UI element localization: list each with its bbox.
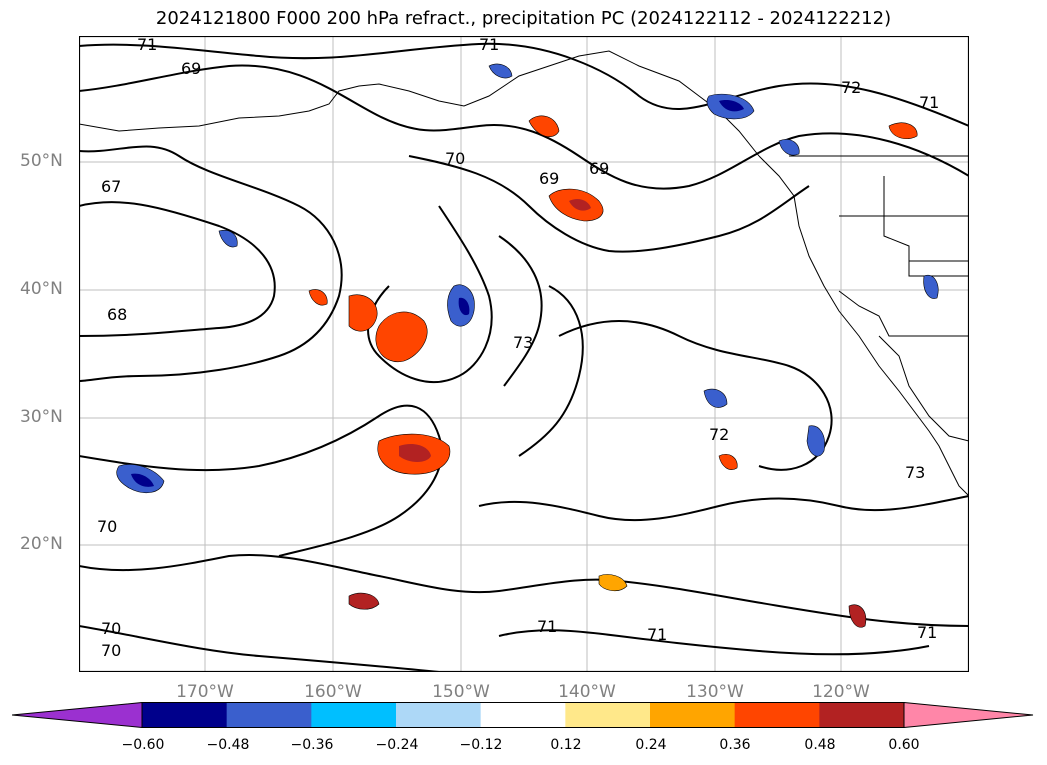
colorbar-segment [819,702,905,728]
map-title: 2024121800 F000 200 hPa refract., precip… [155,8,892,29]
lat-label-50n: 50°N [20,151,63,171]
lat-label-30n: 30°N [20,407,63,427]
lon-label-160w: 160°W [304,682,362,702]
colorbar-segment [650,702,736,728]
contour-label: 71 [919,93,939,112]
colorbar-segment [142,702,228,728]
colorbar-tick: 0.60 [888,737,920,753]
contour-label: 73 [513,333,533,352]
colorbar-tick: 0.24 [635,737,667,753]
contour-label: 70 [101,641,121,660]
colorbar-segment [311,702,397,728]
contour-label: 72 [841,78,861,97]
gridlines [79,36,969,672]
contour-label: 71 [479,36,499,54]
lat-label-40n: 40°N [20,279,63,299]
colorbar-segment [480,702,566,728]
contour-label: 70 [445,149,465,168]
colorbar-tick: −0.12 [459,737,503,753]
contour-label: 69 [539,169,559,188]
colorbar-tick: −0.24 [375,737,419,753]
colorbar-tick: −0.36 [290,737,334,753]
colorbar-tick: 0.48 [804,737,836,753]
colorbar-segment [396,702,482,728]
contour-label: 71 [647,625,667,644]
contour-label: 69 [589,159,609,178]
colorbar-segment [565,702,651,728]
colorbar-tick: −0.60 [121,737,165,753]
lon-label-120w: 120°W [812,682,870,702]
colorbar-extend-low [12,702,143,728]
lon-label-140w: 140°W [558,682,616,702]
map-plot: 71 69 71 72 71 67 70 69 69 68 73 72 73 7… [79,36,969,672]
colorbar-tick: 0.12 [550,737,582,753]
contour-label: 68 [107,305,127,324]
contour-label: 73 [905,463,925,482]
lon-label-170w: 170°W [176,682,234,702]
contour-label: 72 [709,425,729,444]
contour-label: 70 [101,619,121,638]
refractivity-contours [79,42,969,672]
contour-label: 71 [137,36,157,54]
colorbar [12,702,1034,728]
contour-label: 71 [537,617,557,636]
contour-label: 71 [917,623,937,642]
colorbar-tick: 0.36 [719,737,751,753]
lon-label-150w: 150°W [432,682,490,702]
contour-label-group: 71 69 71 72 71 67 70 69 69 68 73 72 73 7… [97,36,939,660]
colorbar-segment [734,702,820,728]
precipitation-shading [116,63,939,628]
contour-label: 70 [97,517,117,536]
colorbar-segments [12,702,1034,728]
colorbar-tick: −0.48 [206,737,250,753]
colorbar-segment [226,702,312,728]
contour-label: 67 [101,177,121,196]
contour-label: 69 [181,59,201,78]
colorbar-extend-high [903,702,1034,728]
lon-label-130w: 130°W [686,682,744,702]
lat-label-20n: 20°N [20,534,63,554]
